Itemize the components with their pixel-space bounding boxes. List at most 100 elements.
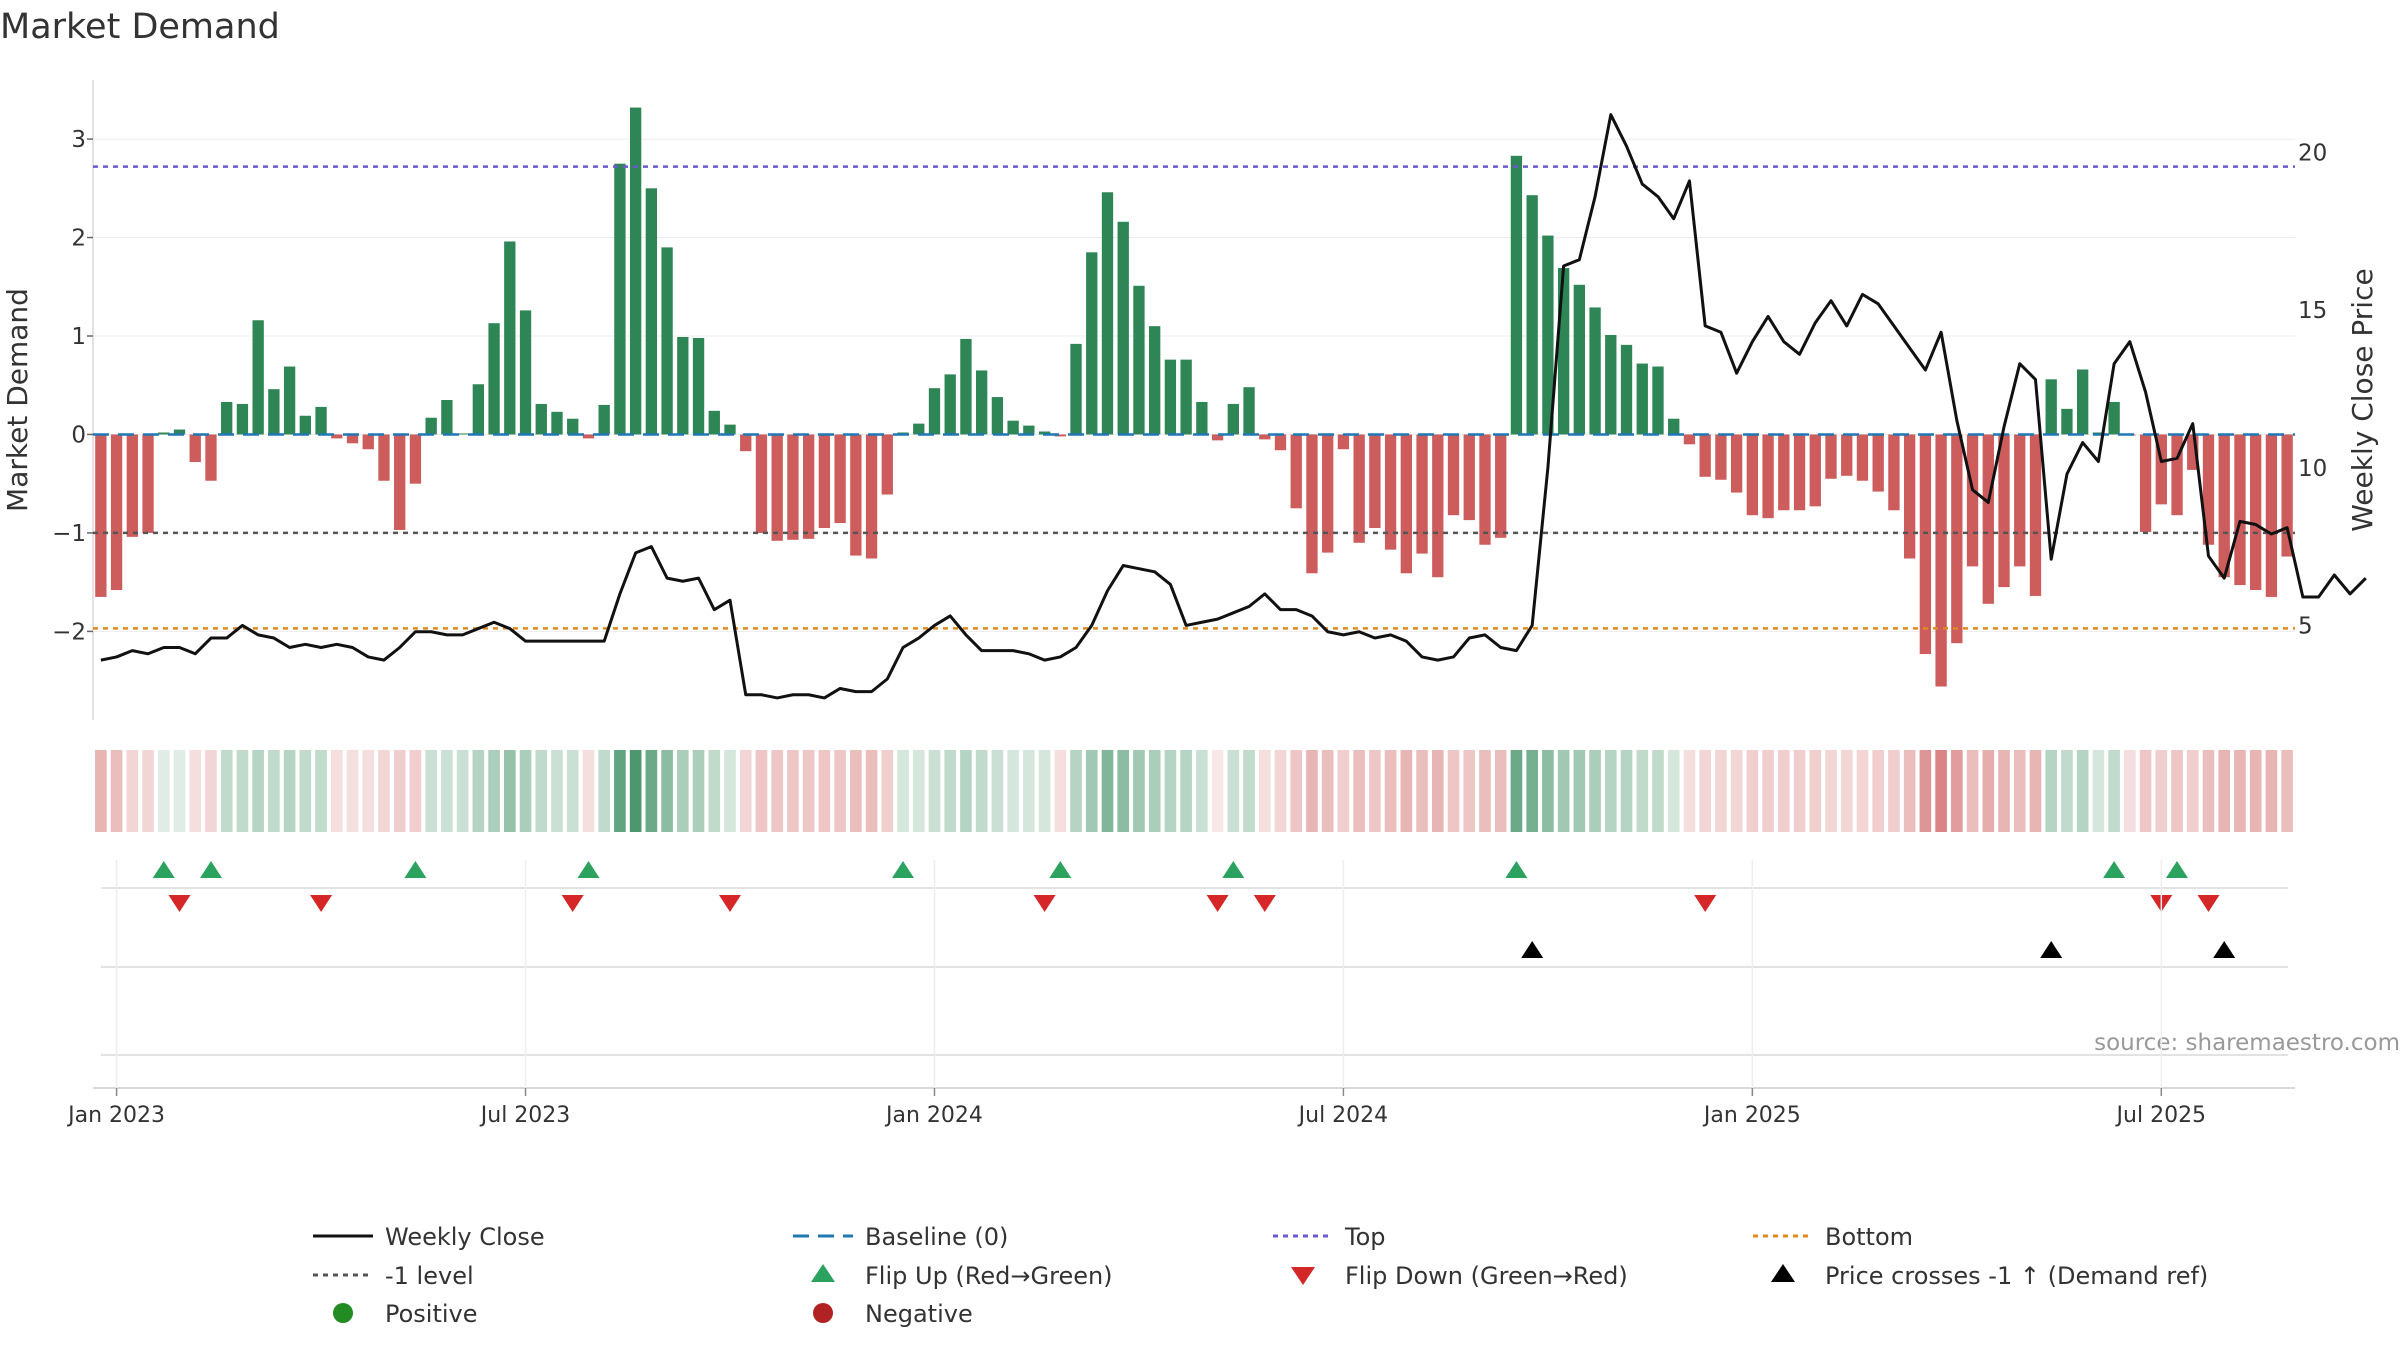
heat-cell: [1416, 750, 1428, 832]
legend-item-flip-up: Flip Up (Red→Green): [811, 1262, 1113, 1290]
heat-cell: [1683, 750, 1696, 832]
x-tick-label: Jul 2024: [1297, 1103, 1389, 1128]
heat-cell: [802, 750, 815, 832]
heat-cell: [818, 750, 831, 832]
demand-bar-negative: [787, 434, 799, 540]
legend-label-cross: Price crosses -1 ↑ (Demand ref): [1825, 1262, 2208, 1290]
demand-bar-negative: [1715, 434, 1727, 480]
demand-bar-negative: [1919, 434, 1932, 655]
heat-cell: [692, 750, 705, 832]
legend-swatch-flip-up: [811, 1264, 835, 1282]
heat-cell: [1133, 750, 1145, 832]
legend: Weekly Close Baseline (0) Top Bottom -1 …: [313, 1223, 2208, 1328]
left-tick-label: 2: [71, 226, 86, 252]
flip-up-marker: [152, 861, 175, 878]
flip-up-marker: [892, 861, 914, 878]
demand-bar-positive: [692, 337, 705, 435]
price-line: [100, 113, 2367, 700]
heat-cell: [1526, 750, 1538, 832]
x-tick-label: Jul 2023: [479, 1103, 571, 1128]
demand-bar-negative: [1730, 434, 1743, 493]
demand-bar-negative: [126, 434, 138, 537]
demand-bar-negative: [1888, 434, 1900, 511]
heat-cell: [1007, 750, 1019, 832]
demand-bar-positive: [488, 323, 500, 435]
demand-bar-positive: [661, 247, 673, 435]
demand-bar-negative: [362, 434, 374, 450]
heat-cell: [2171, 750, 2183, 832]
demand-bar-positive: [1164, 359, 1177, 435]
demand-bar-positive: [1196, 401, 1208, 435]
demand-bar-positive: [944, 374, 956, 435]
flip-down-marker: [1033, 895, 1056, 912]
heat-cell: [315, 750, 327, 832]
heat-cell: [2029, 750, 2042, 832]
demand-bar-negative: [2187, 434, 2199, 470]
heat-cell: [535, 750, 548, 832]
demand-bar-negative: [1211, 434, 1224, 441]
legend-item-close: Weekly Close: [313, 1223, 545, 1251]
demand-bar-negative: [1683, 434, 1696, 445]
heat-cell: [1636, 750, 1649, 832]
left-tick-label: −1: [52, 521, 86, 547]
heat-cell: [551, 750, 563, 832]
right-tick-label: 15: [2298, 298, 2327, 324]
heat-cell: [1510, 750, 1523, 832]
demand-bar-negative: [142, 434, 154, 533]
demand-bar-positive: [1526, 195, 1538, 435]
heat-cell: [1211, 750, 1224, 832]
heat-cell: [220, 750, 233, 832]
demand-bar-positive: [1007, 420, 1019, 435]
heat-cell: [519, 750, 532, 832]
heat-cell: [1730, 750, 1743, 832]
demand-bar-negative: [865, 434, 878, 559]
heat-cell: [1825, 750, 1837, 832]
plot-frame: [92, 80, 2295, 1089]
heat-cell: [252, 750, 264, 832]
flip-down-marker: [561, 895, 584, 912]
demand-bar-negative: [1306, 434, 1318, 574]
heat-cell: [1919, 750, 1932, 832]
demand-bar-positive: [2061, 408, 2073, 435]
heat-cell: [708, 750, 721, 832]
demand-bar-positive: [221, 401, 233, 435]
heat-cell: [912, 750, 925, 832]
demand-bar-negative: [802, 434, 815, 539]
heat-cell: [1589, 750, 1601, 832]
heat-cell: [1667, 750, 1680, 832]
demand-bar-positive: [2077, 369, 2089, 435]
heat-cell: [850, 750, 862, 832]
demand-bar-negative: [771, 434, 783, 541]
right-tick-label: 20: [2298, 141, 2327, 167]
legend-label-top: Top: [1344, 1223, 1386, 1251]
heat-cell: [881, 750, 894, 832]
heat-cell: [897, 750, 909, 832]
demand-bar-positive: [1652, 366, 1664, 435]
demand-bar-positive: [472, 384, 485, 435]
heat-cell: [834, 750, 846, 832]
demand-bar-negative: [2234, 434, 2246, 586]
heat-cell: [1117, 750, 1130, 832]
demand-bar-positive: [991, 397, 1004, 435]
source-watermark: source: sharemaestro.com: [2094, 1030, 2400, 1056]
demand-heat-strip: [95, 750, 2293, 832]
heat-cell: [1384, 750, 1397, 832]
flip-up-marker: [2103, 861, 2126, 878]
heat-cell: [1856, 750, 1869, 832]
demand-bar-positive: [928, 388, 941, 435]
demand-bar-negative: [2014, 434, 2026, 567]
legend-swatch-flip-down: [1291, 1267, 1315, 1285]
flip-up-marker: [577, 861, 600, 878]
heat-cell: [755, 750, 768, 832]
demand-bar-positive: [425, 417, 437, 435]
demand-bar-negative: [95, 434, 107, 597]
demand-bar-negative: [189, 434, 201, 463]
demand-bar-positive: [173, 429, 186, 435]
heat-cell: [299, 750, 312, 832]
right-axis-ticks: 20 15 10 5: [2298, 141, 2327, 640]
demand-bar-negative: [2265, 434, 2278, 597]
heat-cell: [157, 750, 170, 832]
demand-bar-negative: [1479, 434, 1491, 545]
heat-cell: [2155, 750, 2168, 832]
heat-cell: [1699, 750, 1711, 832]
